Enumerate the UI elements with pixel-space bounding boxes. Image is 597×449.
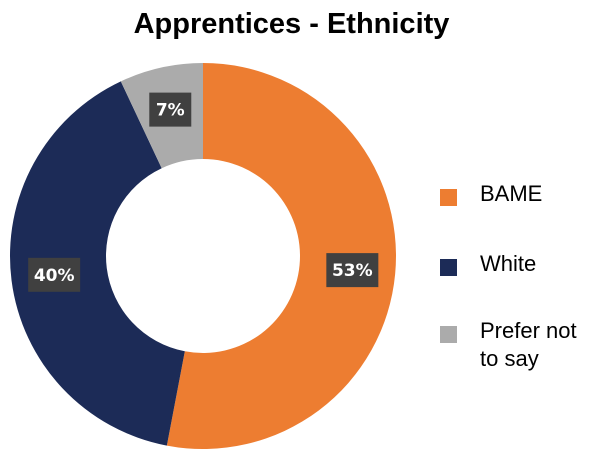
- legend-swatch-prefer-not-to-say: [440, 326, 457, 343]
- data-label-text: 7%: [156, 101, 185, 121]
- legend-label-white: White: [480, 251, 537, 276]
- donut-chart: 53% 40% 7%: [9, 63, 396, 449]
- slice-bame: [166, 63, 396, 449]
- legend-item-prefer-not-to-say: Prefer not to say: [440, 317, 597, 373]
- legend-label-prefer-not-to-say: Prefer not to say: [480, 318, 577, 371]
- slice-white: [9, 81, 185, 446]
- legend-label-bame: BAME: [480, 181, 543, 206]
- legend-item-white: White: [440, 250, 597, 278]
- legend-swatch-white: [440, 259, 457, 276]
- legend-swatch-bame: [440, 189, 457, 206]
- data-label-bame: 53%: [326, 253, 379, 288]
- data-label-box: [28, 257, 81, 292]
- data-label-prefer-not-to-say: 7%: [149, 92, 192, 127]
- data-label-text: 53%: [332, 261, 373, 281]
- legend-item-bame: BAME: [440, 180, 597, 208]
- data-label-box: [326, 253, 379, 288]
- data-label-text: 40%: [34, 266, 75, 286]
- data-label-white: 40%: [28, 257, 81, 292]
- chart-title: Apprentices - Ethnicity: [133, 8, 450, 40]
- data-label-box: [149, 92, 192, 127]
